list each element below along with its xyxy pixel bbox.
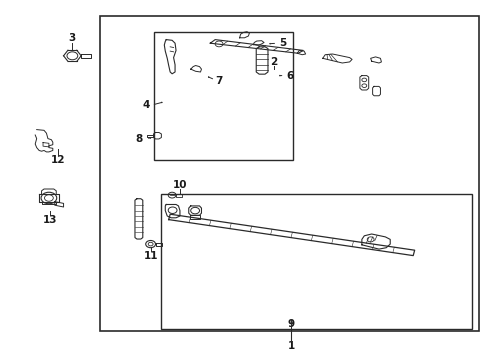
Bar xyxy=(161,194,471,329)
Bar xyxy=(154,32,293,160)
Text: 11: 11 xyxy=(143,251,158,261)
Text: 12: 12 xyxy=(50,155,65,165)
Text: 9: 9 xyxy=(287,319,294,329)
Text: 1: 1 xyxy=(287,341,294,351)
Text: 7: 7 xyxy=(215,76,223,86)
Text: 6: 6 xyxy=(286,71,293,81)
Text: 4: 4 xyxy=(142,100,149,110)
Text: 5: 5 xyxy=(279,38,285,48)
Bar xyxy=(100,16,478,331)
Text: 10: 10 xyxy=(172,180,187,190)
Text: 3: 3 xyxy=(69,33,76,43)
Text: 2: 2 xyxy=(270,57,277,67)
Text: 8: 8 xyxy=(136,134,142,144)
Text: 13: 13 xyxy=(43,215,58,225)
